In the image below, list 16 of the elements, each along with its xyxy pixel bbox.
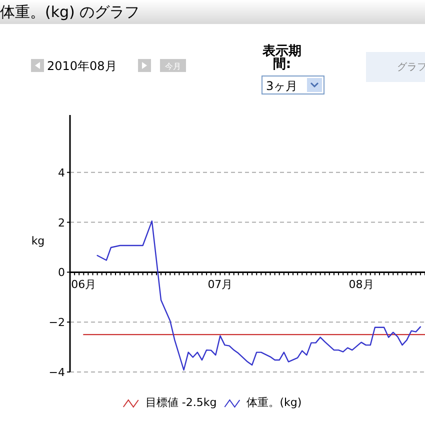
line-series (96, 220, 422, 371)
legend-label: 体重。(kg) (246, 396, 302, 409)
y-tick-label: −4 (48, 366, 65, 379)
legend-label: 目標値 -2.5kg (145, 396, 217, 409)
chart-title: 体重。(kg) のグラフ (0, 3, 140, 21)
x-tick-label: 08月 (348, 278, 374, 292)
y-tick-label: 2 (58, 216, 65, 230)
y-axis-title: kg (31, 234, 45, 248)
y-tick-label: 0 (58, 266, 65, 280)
x-tick-label: 06月 (71, 278, 96, 292)
y-tick-label: 4 (58, 166, 65, 180)
text: 表示期間: (262, 44, 302, 72)
text: 2010年08月 (47, 59, 117, 73)
y-tick-label: −2 (48, 316, 65, 330)
text: 3ヶ月 (266, 79, 298, 93)
x-tick-label: 07月 (208, 278, 233, 292)
